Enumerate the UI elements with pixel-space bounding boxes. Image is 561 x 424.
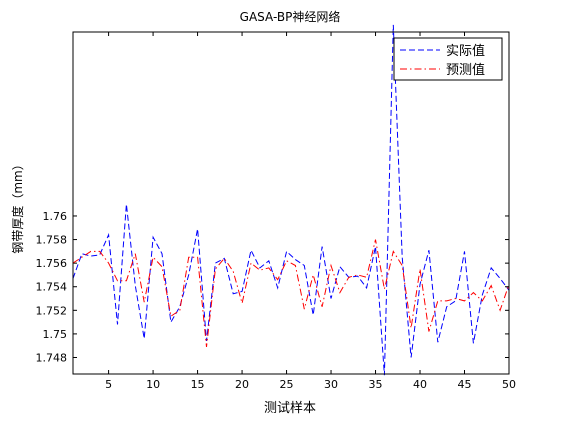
y-tick-label: 1.76 xyxy=(43,210,68,223)
y-tick-label: 1.75 xyxy=(43,328,68,341)
legend-label-2: 预测值 xyxy=(446,62,485,78)
plot-frame xyxy=(72,31,510,375)
x-tick-label: 40 xyxy=(413,378,427,391)
chart-title: GASA-BP神经网络 xyxy=(240,9,341,24)
y-tick-label: 1.758 xyxy=(36,234,68,247)
plot-series xyxy=(72,24,510,376)
series-line-1 xyxy=(72,24,510,376)
y-tick-label: 1.748 xyxy=(36,351,68,364)
x-tick-label: 30 xyxy=(324,378,338,391)
y-tick-label: 1.752 xyxy=(36,304,68,317)
x-axis-label: 测试样本 xyxy=(264,401,316,416)
y-tick-label: 1.756 xyxy=(36,257,68,270)
x-tick-label: 50 xyxy=(502,378,516,391)
legend-box xyxy=(393,37,503,81)
x-tick-label: 35 xyxy=(369,378,383,391)
series-line-2 xyxy=(72,239,510,347)
y-axis-label: 钢带厚度（mm） xyxy=(10,158,25,253)
x-tick-label: 25 xyxy=(280,378,294,391)
x-tick-label: 15 xyxy=(191,378,205,391)
x-tick-label: 10 xyxy=(146,378,160,391)
x-tick-label: 5 xyxy=(105,378,112,391)
axis-ticks: 5 10 15 20 25 30 35 40 45 50 1.748 1.75 1.752 1.754 1.… xyxy=(36,32,516,391)
y-tick-label: 1.754 xyxy=(36,281,68,294)
x-tick-label: 45 xyxy=(458,378,472,391)
x-tick-label: 20 xyxy=(235,378,249,391)
legend-label-1: 实际值 xyxy=(446,43,485,59)
